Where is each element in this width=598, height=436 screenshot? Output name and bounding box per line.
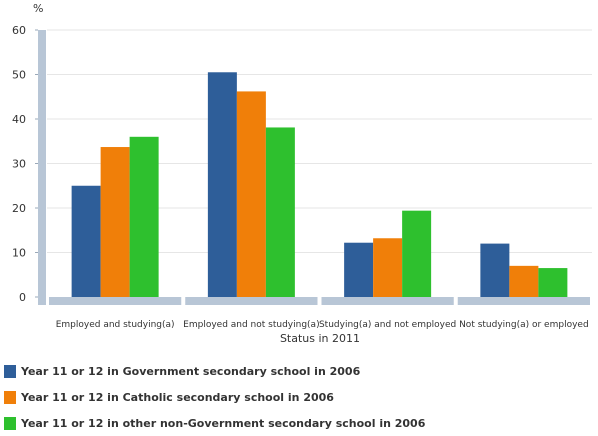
- legend-item-government: Year 11 or 12 in Government secondary sc…: [4, 358, 594, 384]
- bar: [207, 72, 237, 298]
- bar: [100, 147, 130, 297]
- x-tick-label: Not studying(a) or employed: [459, 320, 589, 330]
- bar: [402, 210, 432, 297]
- axes: % Status in 2011: [33, 2, 590, 345]
- x-tick-label: Studying(a) and not employed: [319, 320, 456, 330]
- y-tick-label: 10: [12, 247, 26, 260]
- x-axis-band-segment: [457, 297, 590, 305]
- bar: [236, 91, 266, 297]
- bar: [373, 238, 403, 297]
- legend-item-catholic: Year 11 or 12 in Catholic secondary scho…: [4, 384, 594, 410]
- bar: [480, 243, 510, 297]
- tick-labels: 0 10 20 30 40 50 60 Employed and studying(a) Emp…: [12, 24, 589, 330]
- bar: [538, 268, 568, 297]
- bar: [265, 127, 295, 297]
- x-tick-label: Employed and studying(a): [56, 320, 175, 330]
- y-tick-label: 50: [12, 69, 26, 82]
- y-axis-band: [38, 30, 46, 305]
- bar: [129, 136, 159, 297]
- legend-label-government: Year 11 or 12 in Government secondary sc…: [21, 364, 361, 378]
- x-axis-band-segment: [185, 297, 318, 305]
- y-tick-label: 60: [12, 24, 26, 37]
- legend-swatch-catholic: [4, 390, 16, 404]
- y-tick-label: 30: [12, 158, 26, 171]
- y-axis-label: %: [33, 2, 43, 15]
- y-tick-label: 40: [12, 113, 26, 126]
- y-tick-label: 0: [19, 291, 26, 304]
- bar: [71, 185, 101, 297]
- legend: Year 11 or 12 in Government secondary sc…: [4, 358, 594, 436]
- bars: [71, 72, 568, 298]
- bar: [344, 242, 374, 297]
- x-axis-label: Status in 2011: [280, 332, 360, 345]
- legend-swatch-other-non-government: [4, 416, 16, 430]
- chart: % Status in 2011 0 10 20 30 40 50 60 Employed a…: [12, 2, 592, 345]
- legend-label-other-non-government: Year 11 or 12 in other non-Government se…: [21, 416, 426, 430]
- legend-swatch-government: [4, 364, 16, 378]
- legend-label-catholic: Year 11 or 12 in Catholic secondary scho…: [21, 390, 334, 404]
- bar: [509, 265, 539, 297]
- x-tick-label: Employed and not studying(a): [183, 320, 319, 330]
- y-tick-label: 20: [12, 202, 26, 215]
- x-axis-band-segment: [321, 297, 454, 305]
- x-axis-band-segment: [49, 297, 182, 305]
- legend-item-other-non-government: Year 11 or 12 in other non-Government se…: [4, 410, 594, 436]
